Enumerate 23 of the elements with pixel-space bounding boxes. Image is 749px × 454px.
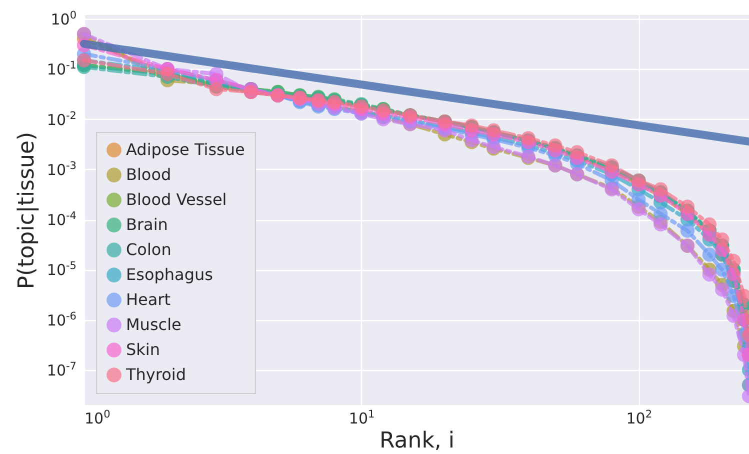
legend-label: Adipose Tissue [126, 140, 245, 159]
x-tick-label: 10$^{0}$ [84, 408, 110, 428]
legend-label: Blood [126, 165, 172, 184]
y-tick-label: 10$^{-1}$ [46, 60, 76, 79]
legend-label: Brain [126, 215, 168, 234]
y-tick-label: 10$^{-7}$ [46, 360, 76, 380]
y-tick-label: 10$^{-6}$ [46, 310, 77, 330]
legend-label: Esophagus [126, 265, 213, 284]
y-tick-label: 10$^{-2}$ [46, 110, 76, 129]
legend-label: Skin [126, 340, 160, 359]
y-tick-label: 10$^{-5}$ [46, 260, 76, 280]
legend-label: Colon [126, 240, 172, 259]
x-axis-title: Rank, i [379, 428, 455, 454]
legend-label: Muscle [126, 315, 182, 334]
y-tick-label: 10$^{0}$ [50, 9, 76, 28]
x-tick-label: 10$^{2}$ [626, 408, 652, 428]
legend-label: Blood Vessel [126, 190, 227, 209]
y-tick-label: 10$^{-4}$ [46, 210, 77, 230]
y-axis-title: P(topic|tissue) [14, 132, 40, 290]
legend-label: Heart [126, 290, 171, 309]
y-tick-label: 10$^{-3}$ [46, 160, 76, 179]
x-tick-label: 10$^{1}$ [348, 408, 375, 428]
legend-label: Thyroid [125, 365, 186, 384]
